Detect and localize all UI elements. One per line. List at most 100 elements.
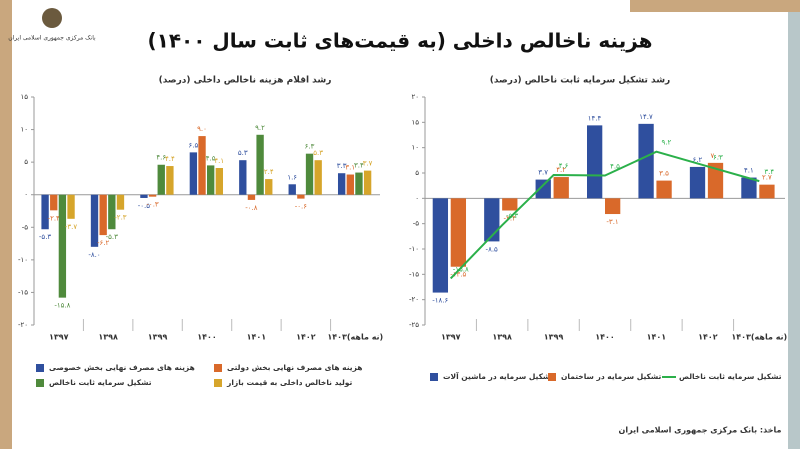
- bar: [432, 198, 449, 293]
- data-label: ۴.۱: [744, 167, 754, 175]
- data-label: ۶.۳: [305, 143, 315, 151]
- bar: [265, 179, 273, 195]
- legend-marker: [214, 379, 222, 387]
- x-tick-label: ۱۳۹۸: [492, 333, 512, 342]
- legend-label: تولید ناخالص داخلی به قیمت بازار: [226, 378, 352, 387]
- data-label: ۱.۶: [287, 173, 297, 181]
- y-tick-label: -۲۰: [18, 321, 28, 329]
- x-tick-label: ۱۴۰۳(نه ماهه): [327, 333, 383, 342]
- bar: [355, 172, 363, 195]
- bar: [198, 136, 206, 195]
- data-label: ۳.۴: [354, 162, 364, 170]
- x-tick-label: ۱۳۹۷: [49, 333, 69, 342]
- x-tick-label: ۱۳۹۷: [441, 333, 461, 342]
- legend-label: تشکیل سرمایه ثابت ناخالص: [679, 372, 782, 381]
- y-tick-label: -۵: [413, 220, 420, 228]
- bar: [535, 179, 551, 199]
- data-label: ۴.۶: [156, 154, 166, 162]
- bar: [41, 194, 49, 230]
- data-label: ۴.۵: [206, 154, 216, 162]
- bar: [337, 173, 346, 195]
- y-tick-label: -۱۰: [18, 256, 28, 264]
- bar: [67, 194, 75, 219]
- data-label: -۱۵.۸: [54, 302, 70, 310]
- data-label: -۸.۵: [486, 245, 499, 253]
- y-tick-label: ۱۵: [20, 93, 28, 101]
- data-label: -۵.۳: [39, 233, 52, 241]
- data-label: -۱۸.۶: [432, 297, 448, 305]
- x-tick-label: ۱۳۹۸: [98, 333, 118, 342]
- y-tick-label: ۱۵: [411, 118, 419, 126]
- bar: [215, 168, 224, 195]
- bar: [50, 194, 58, 211]
- bar: [314, 160, 322, 195]
- left-border: [0, 0, 12, 449]
- data-label: -۲.۴: [48, 214, 61, 222]
- data-label: -۱۵.۸: [453, 265, 469, 273]
- y-tick-label: ۵: [24, 158, 28, 166]
- data-label: ۹.۲: [255, 124, 265, 132]
- data-label: -۰.۸: [245, 204, 258, 212]
- y-tick-label: ۰: [24, 191, 28, 199]
- bar: [166, 166, 174, 195]
- y-tick-label: ۵: [415, 169, 419, 177]
- y-tick-label: ۰: [415, 194, 419, 202]
- bar: [99, 194, 107, 236]
- data-label: ۶.۵: [188, 141, 198, 149]
- x-tick-label: ۱۴۰۳(نه ماهه): [731, 333, 787, 342]
- bar: [759, 184, 775, 199]
- bar: [189, 152, 198, 195]
- data-label: -۲.۳: [114, 214, 127, 222]
- data-label: ۱۴.۷: [639, 113, 653, 121]
- bar: [707, 162, 724, 199]
- data-label: -۱۳.۵: [450, 271, 466, 279]
- legend-label: هزینه های مصرف نهایی بخش دولتی: [227, 363, 362, 372]
- data-label: -۳.۱: [606, 218, 618, 226]
- bar: [297, 194, 305, 199]
- top-border: [630, 0, 800, 12]
- legend-marker: [36, 364, 44, 372]
- bar: [256, 134, 264, 195]
- bar: [741, 177, 757, 199]
- y-tick-label: ۲۰: [411, 93, 419, 101]
- data-label: -۳.۷: [65, 223, 78, 231]
- right-border: [788, 0, 800, 449]
- bar: [305, 153, 314, 195]
- bar: [207, 165, 215, 195]
- y-tick-label: ۱۰: [411, 144, 419, 152]
- bar: [587, 125, 603, 199]
- data-label: ۴.۱: [214, 157, 224, 165]
- legend-label: تشکیل سرمایه ثابت ناخالص: [49, 378, 152, 387]
- data-label: ۹.۰: [197, 125, 207, 133]
- data-label: ۶.۲: [693, 156, 703, 164]
- data-label: ۴.۴: [165, 155, 175, 163]
- x-tick-label: ۱۴۰۰: [595, 333, 615, 342]
- data-label: ۳.۱: [345, 164, 355, 172]
- bar: [239, 160, 247, 195]
- y-tick-label: ۱۰: [20, 126, 28, 134]
- data-label: ۱۴.۴: [588, 114, 602, 122]
- line: [449, 150, 760, 280]
- y-tick-label: -۱۵: [409, 270, 419, 278]
- chart-title: رشد تشکیل سرمایه ثابت ناخالص (درصد): [490, 76, 670, 86]
- legend-label: تشکیل سرمایه در ساختمان: [561, 372, 662, 381]
- bar: [346, 174, 354, 195]
- legend-label: تشکیل سرمایه در ماشین آلات: [443, 371, 554, 381]
- x-tick-label: ۱۴۰۲: [698, 333, 718, 342]
- legend-label: هزینه های مصرف نهایی بخش خصوصی: [49, 363, 195, 372]
- bar: [553, 177, 569, 199]
- data-label: ۵.۳: [238, 149, 248, 157]
- data-label: ۶.۳: [713, 153, 723, 161]
- source: ماخذ: بانک مرکزی جمهوری اسلامی ایران: [619, 426, 782, 435]
- bar: [116, 194, 125, 210]
- data-label: ۵.۳: [313, 149, 323, 157]
- chart-title: رشد اقلام هزینه ناخالص داخلی (درصد): [159, 76, 332, 86]
- data-label: ۴.۵: [610, 163, 620, 171]
- data-label: -۰.۳: [146, 201, 159, 209]
- data-label: ۲.۷: [762, 174, 772, 182]
- x-tick-label: ۱۳۹۹: [544, 333, 564, 342]
- legend-marker: [214, 364, 222, 372]
- x-tick-label: ۱۳۹۹: [148, 333, 168, 342]
- y-tick-label: -۱۵: [18, 288, 28, 296]
